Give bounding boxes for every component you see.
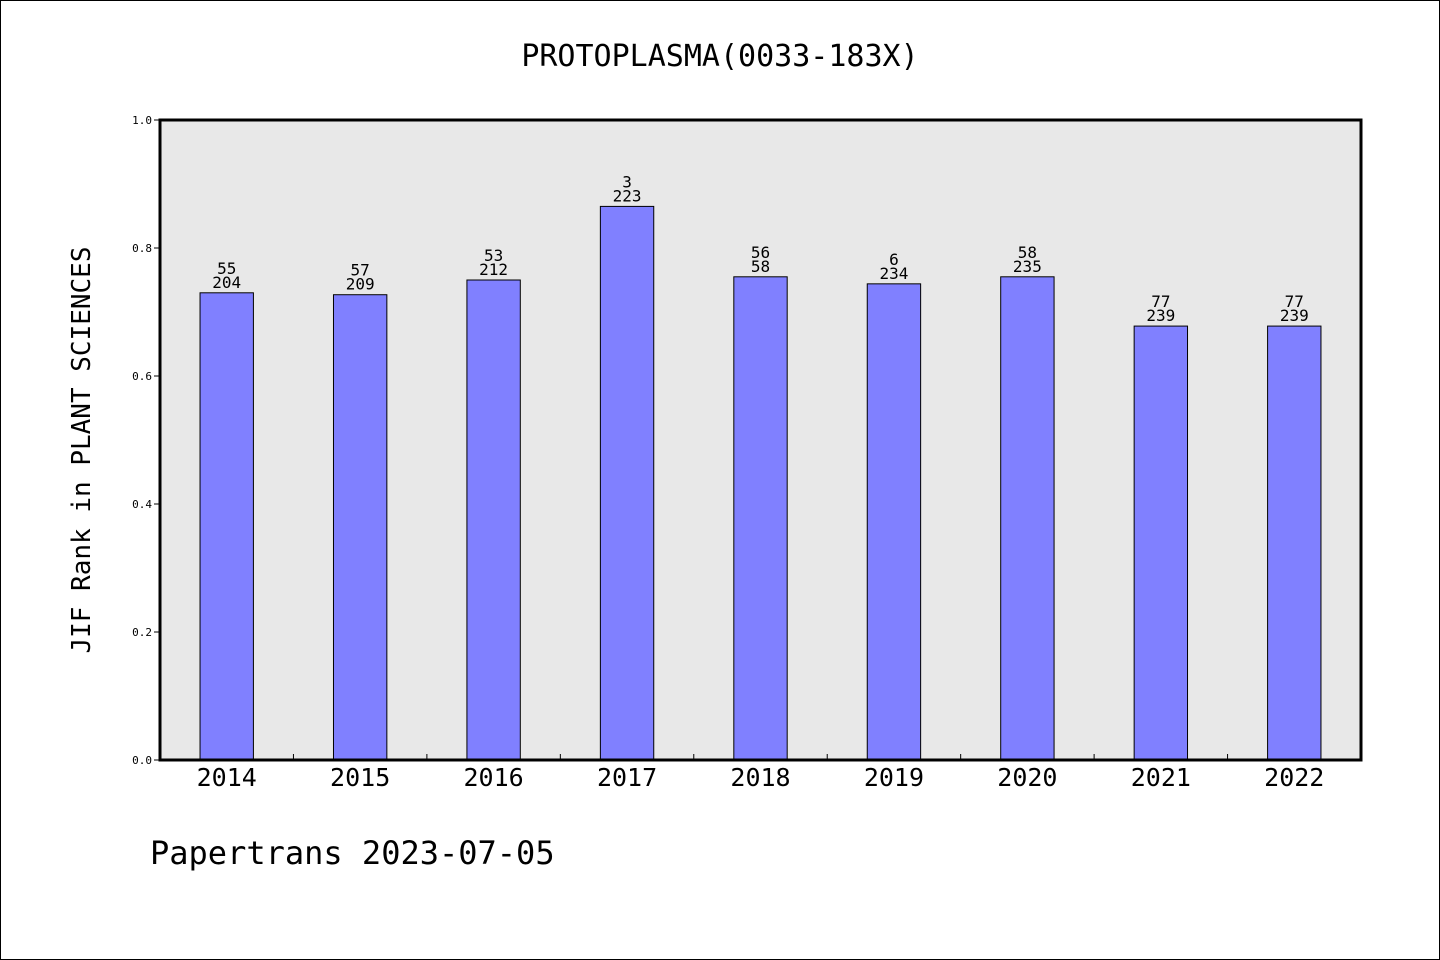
bar-label-total: 204: [212, 273, 241, 292]
bar-label-total: 212: [479, 260, 508, 279]
y-tick-label: 1.0: [132, 114, 152, 127]
y-axis-label: JIF Rank in PLANT SCIENCES: [67, 247, 97, 654]
bar-2019: [866, 283, 922, 761]
bar-label-total: 209: [346, 275, 375, 294]
bar-label-rank: 57: [351, 261, 370, 280]
y-tick-label: 0.0: [132, 754, 152, 767]
y-tick-label: 0.4: [132, 498, 152, 511]
bar-label-rank: 53: [484, 246, 503, 265]
bars-group: [199, 205, 1322, 761]
bar-2017: [599, 205, 655, 761]
bar-label-rank: 56: [751, 243, 770, 262]
bar-label-rank: 77: [1285, 292, 1304, 311]
bar-label-total: 58: [751, 257, 770, 276]
bar-2016: [466, 279, 521, 761]
footer-text: Papertrans 2023-07-05: [150, 834, 555, 872]
x-tick-label: 2017: [597, 763, 657, 792]
x-tick-label: 2015: [330, 763, 390, 792]
plot-border: [158, 118, 1363, 762]
bar-2021: [1133, 325, 1189, 761]
chart-title: PROTOPLASMA(0033-183X): [521, 39, 918, 74]
bar-label-total: 239: [1146, 306, 1175, 325]
x-tick-label: 2020: [997, 763, 1057, 792]
x-ticks-group: 2014 2015 2016 2017 2018 2019 2020 2021 2022: [197, 754, 1324, 792]
bar-label-rank: 77: [1151, 292, 1170, 311]
y-tick-label: 0.8: [132, 242, 152, 255]
bar-label-rank: 6: [889, 250, 899, 269]
x-tick-label: 2016: [464, 763, 524, 792]
bar-2014: [199, 292, 254, 761]
bar-label-total: 239: [1280, 306, 1309, 325]
bar-2022: [1267, 325, 1322, 761]
y-tick-label: 0.6: [132, 370, 152, 383]
bar-label-rank: 3: [622, 172, 632, 191]
x-tick-label: 2018: [730, 763, 790, 792]
bar-label-total: 235: [1013, 257, 1042, 276]
x-tick-label: 2022: [1264, 763, 1324, 792]
y-ticks-group: 0.0 0.2 0.4 0.6 0.8 1.0: [132, 114, 160, 767]
bar-label-rank: 55: [217, 259, 236, 278]
bar-2018: [733, 276, 788, 761]
y-tick-label: 0.2: [132, 626, 152, 639]
x-tick-label: 2021: [1131, 763, 1191, 792]
bar-label-total: 223: [613, 186, 642, 205]
bar-2020: [1000, 276, 1055, 761]
bar-label-total: 234: [879, 264, 908, 283]
x-tick-label: 2014: [197, 763, 257, 792]
bar-2015: [332, 294, 388, 761]
x-tick-label: 2019: [864, 763, 924, 792]
bar-label-rank: 58: [1018, 243, 1037, 262]
